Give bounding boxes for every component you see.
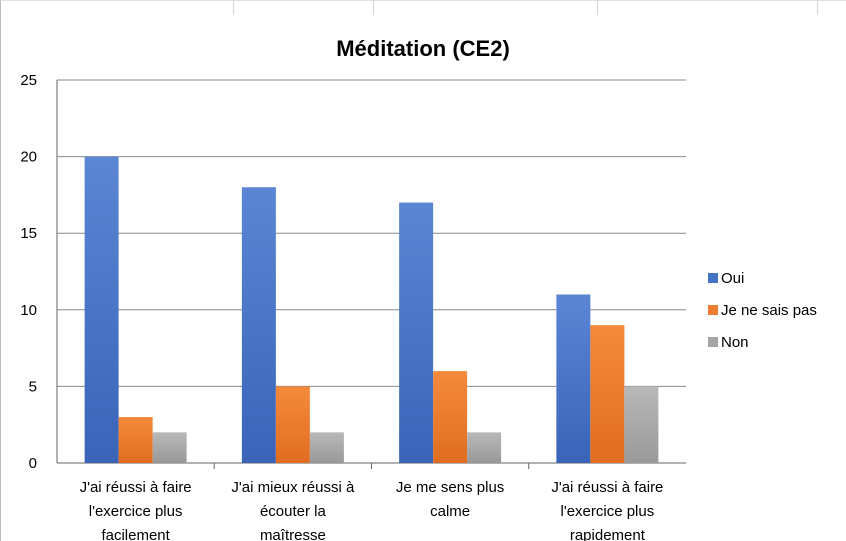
x-category-label: J'ai réussi à faire	[551, 479, 663, 496]
bar-non	[152, 432, 187, 463]
x-category-label: l'exercice plus	[89, 503, 183, 520]
x-category-label: facilement	[101, 527, 170, 541]
sheet-grid-line	[817, 1, 818, 15]
y-tick-label: 15	[20, 225, 37, 242]
x-category-label: calme	[430, 503, 470, 520]
y-tick-label: 10	[20, 302, 37, 319]
legend-swatch	[708, 305, 718, 315]
x-category-label: écouter la	[260, 503, 327, 520]
bar-oui	[556, 294, 591, 463]
y-tick-label: 5	[29, 378, 37, 395]
legend-swatch	[708, 273, 718, 283]
bar-je-ne-sais-pas	[118, 417, 153, 463]
y-tick-label: 0	[29, 455, 37, 472]
bar-je-ne-sais-pas	[590, 325, 625, 463]
y-tick-label: 25	[20, 72, 37, 89]
legend-label: Non	[721, 333, 749, 351]
bar-non	[309, 432, 344, 463]
legend-label: Oui	[721, 269, 745, 287]
x-category-label: rapidement	[570, 527, 646, 541]
bar-oui	[399, 202, 434, 463]
legend-swatch	[708, 337, 718, 347]
sheet-grid-line	[373, 1, 374, 15]
y-tick-label: 20	[20, 149, 37, 166]
chart-legend: Oui Je ne sais pas Non	[708, 262, 817, 358]
x-category-label: J'ai mieux réussi à	[231, 479, 355, 496]
x-category-label: l'exercice plus	[561, 503, 655, 520]
legend-item: Oui	[708, 262, 817, 294]
sheet-grid-line	[597, 1, 598, 15]
chart-title: Méditation (CE2)	[336, 36, 510, 61]
legend-label: Je ne sais pas	[721, 301, 817, 319]
sheet-grid-line	[233, 1, 234, 15]
legend-item: Je ne sais pas	[708, 294, 817, 326]
bar-non	[624, 386, 659, 463]
bar-je-ne-sais-pas	[433, 371, 468, 463]
legend-item: Non	[708, 326, 817, 358]
bar-non	[467, 432, 502, 463]
bar-oui	[84, 156, 119, 463]
x-category-label: J'ai réussi à faire	[80, 479, 192, 496]
x-category-label: Je me sens plus	[396, 479, 504, 496]
bar-oui	[241, 187, 276, 464]
x-category-label: maîtresse	[260, 527, 326, 541]
bar-je-ne-sais-pas	[275, 386, 310, 463]
